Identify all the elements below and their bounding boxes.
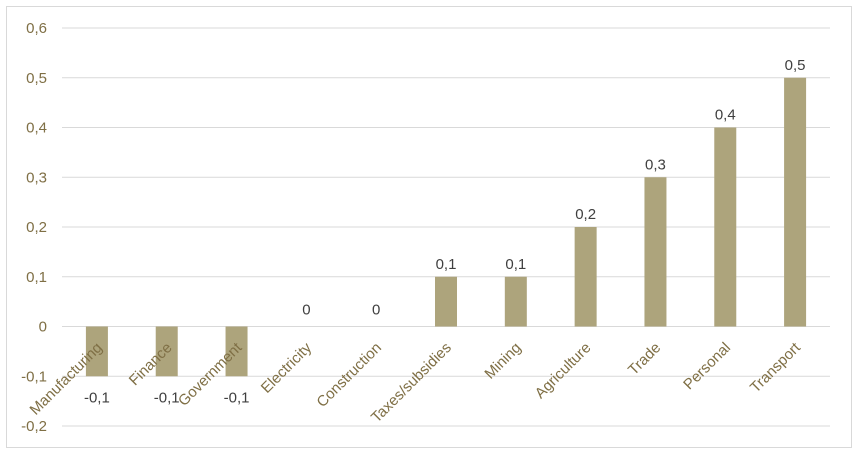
data-label: 0 bbox=[302, 302, 310, 319]
y-axis: 0,6 0,5 0,4 0,3 0,2 0,1 0 -0,1 -0,2 bbox=[21, 20, 47, 435]
bars bbox=[85, 77, 807, 377]
data-label: 0,5 bbox=[785, 57, 806, 74]
bar bbox=[644, 177, 667, 327]
x-tick-label: Personal bbox=[680, 339, 734, 393]
y-tick-label: 0,2 bbox=[26, 219, 47, 236]
bar bbox=[574, 227, 597, 327]
bar bbox=[504, 276, 527, 327]
data-label: 0 bbox=[372, 302, 380, 319]
x-tick-label: Trade bbox=[625, 339, 664, 378]
x-tick-label: Agriculture bbox=[532, 339, 595, 402]
data-label: -0,1 bbox=[154, 389, 180, 406]
x-tick-label: Electricity bbox=[258, 339, 316, 397]
y-tick-label: -0,1 bbox=[21, 368, 47, 385]
y-tick-label: 0,3 bbox=[26, 169, 47, 186]
data-labels: -0,1 -0,1 -0,1 0 0 0,1 0,1 0,2 0,3 0,4 0,5 bbox=[84, 57, 806, 407]
data-label: 0,2 bbox=[575, 206, 596, 223]
y-tick-label: 0,1 bbox=[26, 269, 47, 286]
x-tick-label: Construction bbox=[313, 339, 385, 411]
data-label: 0,1 bbox=[505, 256, 526, 273]
y-tick-label: -0,2 bbox=[21, 418, 47, 435]
bar bbox=[155, 326, 178, 377]
bar bbox=[784, 77, 807, 327]
bar bbox=[435, 276, 457, 327]
y-tick-label: 0 bbox=[39, 319, 47, 336]
bar bbox=[225, 326, 248, 377]
bar bbox=[714, 127, 737, 327]
y-tick-label: 0,4 bbox=[26, 120, 47, 137]
y-tick-label: 0,5 bbox=[26, 70, 47, 87]
x-axis: Manufacturing Finance Government Electricit… bbox=[26, 339, 804, 426]
data-label: 0,4 bbox=[715, 107, 736, 124]
data-label: 0,1 bbox=[436, 256, 457, 273]
y-tick-label: 0,6 bbox=[26, 20, 47, 37]
data-label: 0,3 bbox=[645, 156, 666, 173]
data-label: -0,1 bbox=[84, 389, 110, 406]
x-tick-label: Transport bbox=[747, 339, 805, 397]
data-label: -0,1 bbox=[224, 389, 250, 406]
bar bbox=[85, 326, 108, 377]
